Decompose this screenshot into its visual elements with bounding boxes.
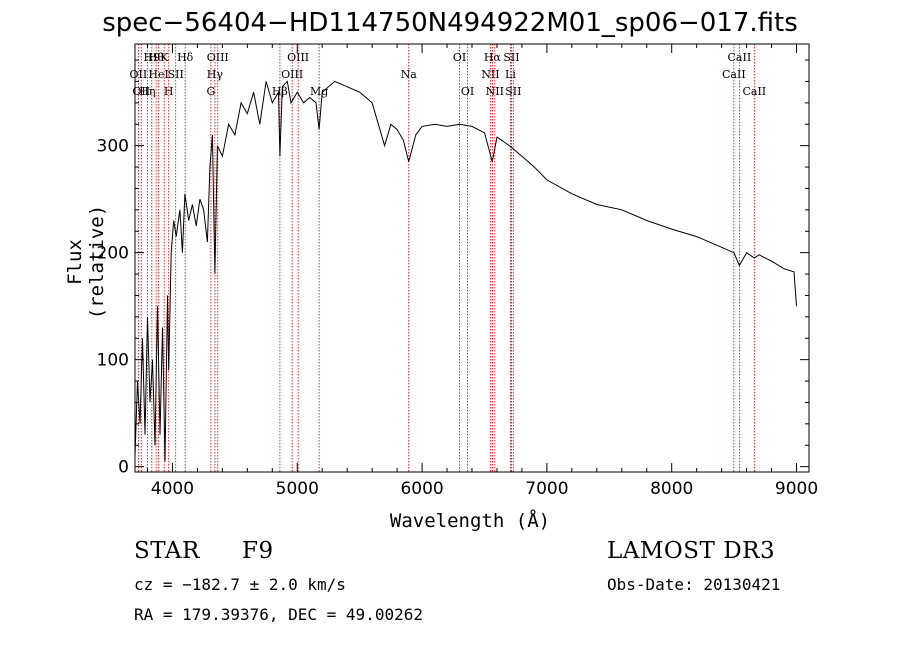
spectral-line-label: OI xyxy=(461,85,474,98)
x-tick-label: 4000 xyxy=(151,479,194,499)
axis-ticks: 4000 5000 6000 7000 8000 9000 0 100 200 300 xyxy=(97,44,818,499)
x-axis-label: Wavelength (Å) xyxy=(389,510,551,532)
x-tick-label: 6000 xyxy=(400,479,443,499)
spectral-line-label: Hδ xyxy=(177,51,194,64)
spectral-line-label: OII xyxy=(130,68,148,81)
spectral-line-label: Hη xyxy=(139,85,155,98)
x-tick-label: 5000 xyxy=(276,479,319,499)
x-tick-label: 9000 xyxy=(775,479,818,499)
spectral-line-label: SII xyxy=(505,85,521,98)
spectral-line-label: CaII xyxy=(728,51,752,64)
spectral-line-label: G xyxy=(206,85,215,98)
spectral-line-label: OI xyxy=(453,51,466,64)
spectral-line-label: H xyxy=(164,85,174,98)
spectral-line-markers xyxy=(137,44,755,472)
spectral-line-label: NII xyxy=(481,68,499,81)
x-tick-label: 8000 xyxy=(650,479,693,499)
spectral-line-label: H9 xyxy=(144,51,161,64)
spectral-line-label: NII xyxy=(486,85,504,98)
y-axis-label: Flux (relative) xyxy=(64,204,108,320)
spectral-line-label: CaII xyxy=(742,85,766,98)
object-subclass: F9 xyxy=(242,538,274,564)
spectral-line-label: Hγ xyxy=(207,68,224,81)
object-class: STAR xyxy=(134,538,200,564)
spectral-line-label: OIII xyxy=(281,68,303,81)
plot-frame xyxy=(134,43,810,473)
y-tick-label: 300 xyxy=(97,137,129,157)
y-tick-label: 100 xyxy=(97,351,129,371)
spectral-line-label: K xyxy=(160,51,169,64)
spectral-line-labels: OIIOIIHηH9HθHeIKHSIIHδGHγOIIIHβOIIIOIIIM… xyxy=(130,51,767,98)
spectral-line-label: OII xyxy=(132,85,150,98)
spectrum-line xyxy=(134,80,797,462)
survey-name: LAMOST DR3 xyxy=(607,538,776,564)
spectral-line-label: Li xyxy=(505,68,516,81)
spectral-line-label: OIII xyxy=(207,51,229,64)
coordinates: RA = 179.39376, DEC = 49.00262 xyxy=(134,605,423,624)
spectral-line-label: SII xyxy=(168,68,184,81)
spectral-line-label: SII xyxy=(503,51,519,64)
chart-title: spec−56404−HD114750N494922M01_sp06−017.f… xyxy=(102,8,798,38)
spectral-line-label: Mg xyxy=(310,85,328,98)
spectral-line-label: Hθ xyxy=(148,51,165,64)
spectral-line-label: CaII xyxy=(722,68,746,81)
redshift-cz: cz = −182.7 ± 2.0 km/s xyxy=(134,575,346,594)
spectral-line-label: OIII xyxy=(287,51,309,64)
x-tick-label: 7000 xyxy=(525,479,568,499)
spectral-line-label: Na xyxy=(401,68,418,81)
observation-date: Obs-Date: 20130421 xyxy=(607,575,781,594)
y-tick-label: 0 xyxy=(118,458,129,478)
spectral-line-label: Hα xyxy=(484,51,502,64)
spectral-line-label: Hβ xyxy=(272,85,288,98)
y-tick-label: 200 xyxy=(97,244,129,264)
spectral-line-label: HeI xyxy=(148,68,168,81)
